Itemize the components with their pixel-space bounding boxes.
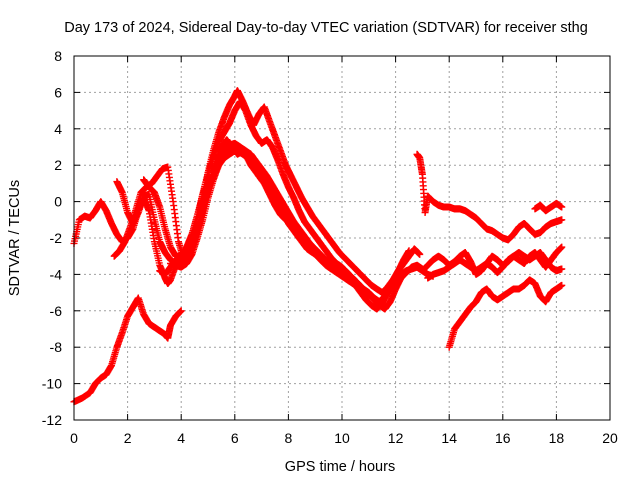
series-arc-5 — [140, 87, 424, 297]
y-tick-label: 4 — [54, 121, 62, 137]
series-arc-9 — [445, 276, 566, 351]
y-tick-label: 0 — [54, 194, 62, 210]
y-axis-label: SDTVAR / TECUs — [7, 180, 23, 296]
y-tick-label: -6 — [50, 303, 63, 319]
x-tick-label: 8 — [285, 430, 293, 446]
x-tick-label: 12 — [388, 430, 404, 446]
x-axis-label: GPS time / hours — [285, 459, 395, 475]
data-markers — [70, 87, 566, 406]
series-arc-13 — [183, 139, 271, 264]
data-point — [558, 243, 566, 251]
x-tick-label: 6 — [231, 430, 239, 446]
x-tick-label: 2 — [124, 430, 132, 446]
data-point — [558, 203, 566, 211]
plot-frame — [73, 55, 611, 421]
x-tick-label: 0 — [70, 430, 78, 446]
data-point — [558, 265, 566, 273]
series-arc-8 — [413, 150, 566, 244]
y-tick-label: 2 — [54, 157, 62, 173]
x-tick-label: 20 — [602, 430, 618, 446]
series-arc-11 — [424, 243, 566, 282]
data-point — [558, 216, 566, 224]
series-arc-1 — [70, 194, 191, 287]
y-tick-label: -8 — [50, 339, 63, 355]
x-tick-label: 18 — [549, 430, 565, 446]
data-point — [177, 307, 185, 315]
series-arc-2 — [70, 294, 185, 406]
y-tick-label: -12 — [42, 412, 62, 428]
axis-ticks: 0 2 4 6 8 10 12 14 16 18 20 -12 -10 -8 -6 -4 -2 0 2 4 6 8 — [42, 48, 618, 446]
y-tick-label: 8 — [54, 48, 62, 64]
y-tick-label: -2 — [50, 230, 63, 246]
series-arc-7 — [166, 141, 426, 313]
chart-title: Day 173 of 2024, Sidereal Day-to-day VTE… — [64, 20, 588, 36]
y-tick-label: -4 — [50, 266, 63, 282]
x-tick-label: 16 — [495, 430, 511, 446]
y-tick-label: -10 — [42, 376, 62, 392]
x-tick-label: 10 — [334, 430, 350, 446]
series-arc-12 — [531, 199, 566, 215]
data-point — [263, 179, 271, 187]
x-tick-label: 14 — [441, 430, 457, 446]
data-point — [558, 281, 566, 289]
x-tick-label: 4 — [177, 430, 185, 446]
data-point — [416, 250, 424, 258]
y-tick-label: 6 — [54, 84, 62, 100]
